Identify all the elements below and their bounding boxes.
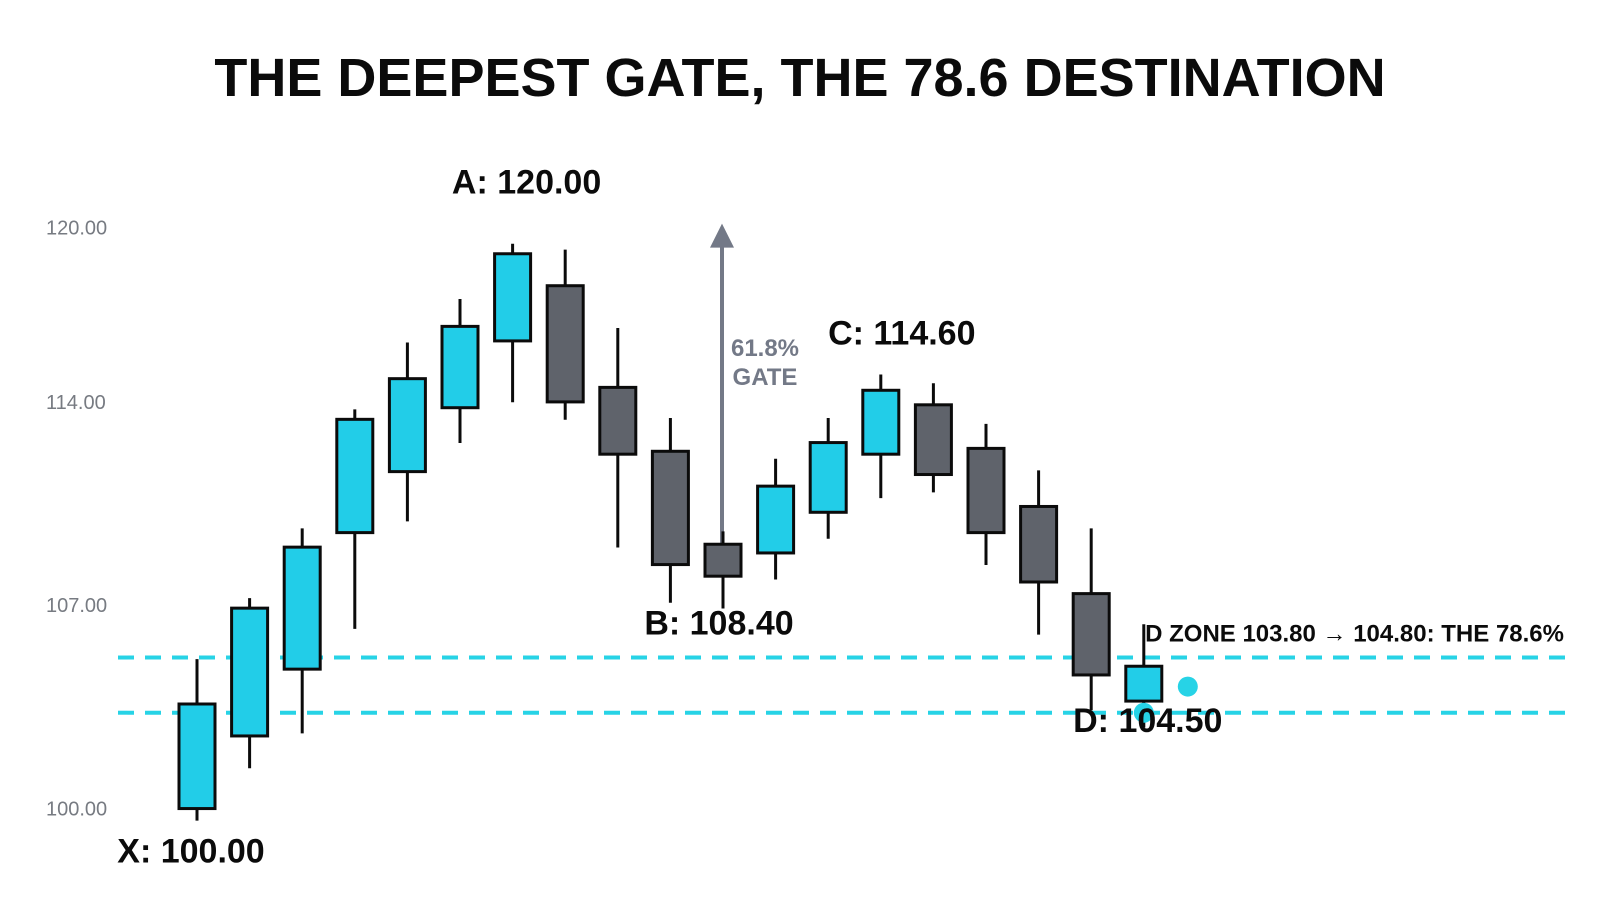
- bullish-candle-body: [756, 484, 796, 555]
- y-tick-label: 107.00: [46, 595, 107, 617]
- point-label-b: B: 108.40: [644, 605, 793, 643]
- candles: [177, 243, 1164, 821]
- candle: [861, 374, 901, 499]
- d-marker-dot: [1133, 702, 1154, 723]
- bearish-candle-body: [1019, 504, 1059, 584]
- y-tick-label: 100.00: [46, 799, 107, 821]
- candle: [387, 342, 427, 522]
- candle: [1124, 624, 1164, 728]
- bullish-candle-body: [440, 324, 480, 410]
- bullish-candle-body: [177, 702, 217, 811]
- bearish-candle-body: [650, 449, 690, 567]
- d-zone-label: D ZONE 103.80 → 104.80: THE 78.6%: [1145, 621, 1564, 648]
- bullish-candle-body: [282, 545, 322, 671]
- point-label-a: A: 120.00: [452, 164, 601, 202]
- bearish-candle-body: [1071, 592, 1111, 677]
- bearish-candle-body: [913, 403, 953, 477]
- gate-label-word: GATE: [733, 364, 798, 391]
- gate-label-percent: 61.8%: [731, 335, 799, 362]
- y-tick-label: 114.00: [46, 392, 106, 414]
- bullish-candle-body: [1124, 664, 1164, 703]
- bearish-candle-body: [545, 284, 585, 404]
- candle: [1071, 528, 1111, 711]
- bullish-candle-body: [335, 417, 375, 535]
- bearish-candle-body: [703, 542, 743, 578]
- point-labels: X: 100.00 A: 120.00 B: 108.40 C: 114.60 D: 1…: [117, 164, 1222, 871]
- candle: [440, 298, 480, 443]
- candle: [913, 383, 953, 493]
- bearish-candle-body: [598, 385, 638, 456]
- d-markers: [1133, 676, 1198, 723]
- candle: [230, 598, 270, 769]
- bullish-candle-body: [808, 441, 848, 514]
- candle: [177, 659, 217, 821]
- d-zone-layer: D ZONE 103.80 → 104.80: THE 78.6%: [118, 621, 1568, 715]
- bullish-candle-body: [230, 606, 270, 738]
- y-tick-label: 120.00: [46, 218, 107, 240]
- candle: [808, 418, 848, 539]
- candle: [282, 528, 322, 734]
- candle: [1019, 470, 1059, 635]
- candle: [650, 418, 690, 603]
- y-axis: 120.00 114.00 107.00 100.00: [46, 218, 107, 821]
- candle: [545, 249, 585, 420]
- candle: [335, 409, 375, 629]
- candle: [966, 423, 1006, 565]
- candle: [703, 531, 743, 609]
- candle: [598, 328, 638, 548]
- bullish-candle-body: [493, 252, 533, 343]
- point-label-d: D: 104.50: [1073, 702, 1222, 740]
- bullish-candle-body: [387, 377, 427, 474]
- candle: [756, 458, 796, 580]
- bullish-candle-body: [861, 388, 901, 456]
- bearish-candle-body: [966, 446, 1006, 535]
- candle: [493, 243, 533, 403]
- point-label-c: C: 114.60: [828, 314, 975, 352]
- d-marker-dot: [1177, 676, 1198, 697]
- gate-arrow-head-up: [710, 223, 734, 248]
- point-label-x: X: 100.00: [117, 833, 264, 871]
- chart-title: THE DEEPEST GATE, THE 78.6 DESTINATION: [214, 48, 1385, 108]
